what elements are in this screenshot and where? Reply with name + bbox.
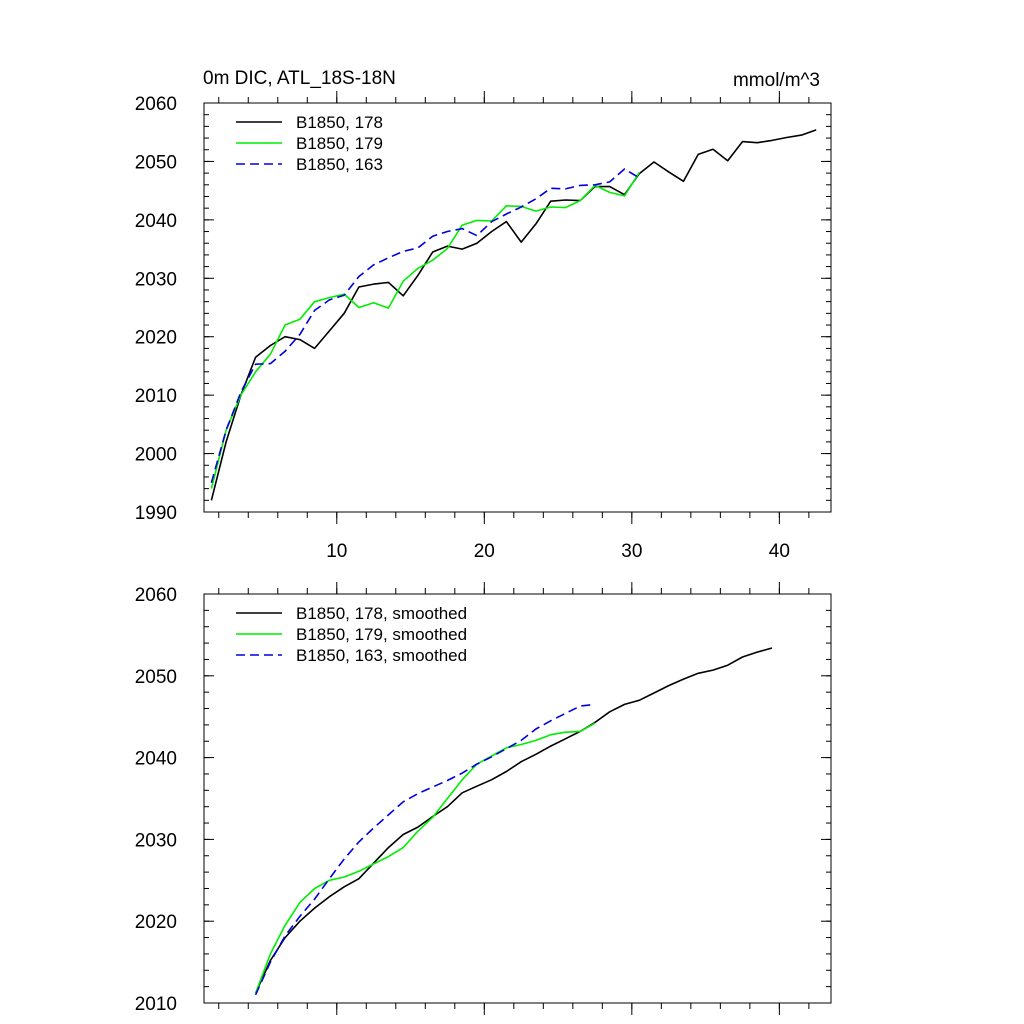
x-tick-label: 40 bbox=[769, 541, 790, 562]
legend-label: B1850, 179, smoothed bbox=[296, 625, 467, 644]
series-line-b1850-179-smoothed bbox=[254, 722, 596, 994]
series-line-b1850-178 bbox=[210, 129, 817, 501]
y-tick-label: 2010 bbox=[135, 994, 177, 1015]
y-tick-label: 2050 bbox=[135, 152, 177, 173]
x-tick-label: 10 bbox=[326, 541, 347, 562]
y-tick-label: 2030 bbox=[135, 269, 177, 290]
series-line-b1850-163 bbox=[210, 168, 640, 484]
y-tick-label: 2050 bbox=[135, 667, 177, 688]
top-chart-legend: B1850, 178 B1850, 179 B1850, 163 bbox=[236, 113, 383, 174]
y-tick-label: 2060 bbox=[135, 585, 177, 606]
bottom-chart-frame bbox=[203, 593, 832, 1004]
legend-label: B1850, 163 bbox=[296, 155, 383, 174]
legend-label: B1850, 178 bbox=[296, 113, 383, 132]
top-chart-title: 0m DIC, ATL_18S-18N bbox=[203, 68, 396, 89]
series-line-b1850-163-smoothed bbox=[254, 703, 596, 996]
x-tick-label: 30 bbox=[621, 541, 642, 562]
series-line-b1850-178-smoothed bbox=[254, 647, 773, 994]
y-tick-label: 2060 bbox=[135, 94, 177, 115]
top-chart-panel: 0m DIC, ATL_18S-18N mmol/m^3 19902000201… bbox=[135, 68, 832, 562]
series-line-b1850-179 bbox=[210, 172, 640, 489]
y-tick-label: 2010 bbox=[135, 386, 177, 407]
y-tick-label: 2030 bbox=[135, 830, 177, 851]
y-tick-label: 2020 bbox=[135, 912, 177, 933]
y-tick-label: 2040 bbox=[135, 749, 177, 770]
top-chart-units: mmol/m^3 bbox=[733, 70, 820, 91]
y-tick-label: 1990 bbox=[135, 503, 177, 524]
y-tick-label: 2020 bbox=[135, 328, 177, 349]
bottom-chart-legend: B1850, 178, smoothed B1850, 179, smoothed… bbox=[236, 604, 467, 665]
top-chart-frame bbox=[203, 102, 832, 513]
legend-label: B1850, 163, smoothed bbox=[296, 646, 467, 665]
bottom-chart-plot bbox=[254, 647, 773, 996]
legend-label: B1850, 178, smoothed bbox=[296, 604, 467, 623]
top-chart-plot bbox=[210, 129, 817, 501]
y-tick-label: 2040 bbox=[135, 211, 177, 232]
bottom-chart-panel: 2010 2020 2030 2040 2050 2060 B1850, 178, smo… bbox=[135, 582, 832, 1015]
x-tick-label: 20 bbox=[474, 541, 495, 562]
y-tick-label: 2000 bbox=[135, 445, 177, 466]
legend-label: B1850, 179 bbox=[296, 134, 383, 153]
bottom-chart-ticks: 2010 2020 2030 2040 2050 2060 bbox=[135, 582, 831, 1015]
